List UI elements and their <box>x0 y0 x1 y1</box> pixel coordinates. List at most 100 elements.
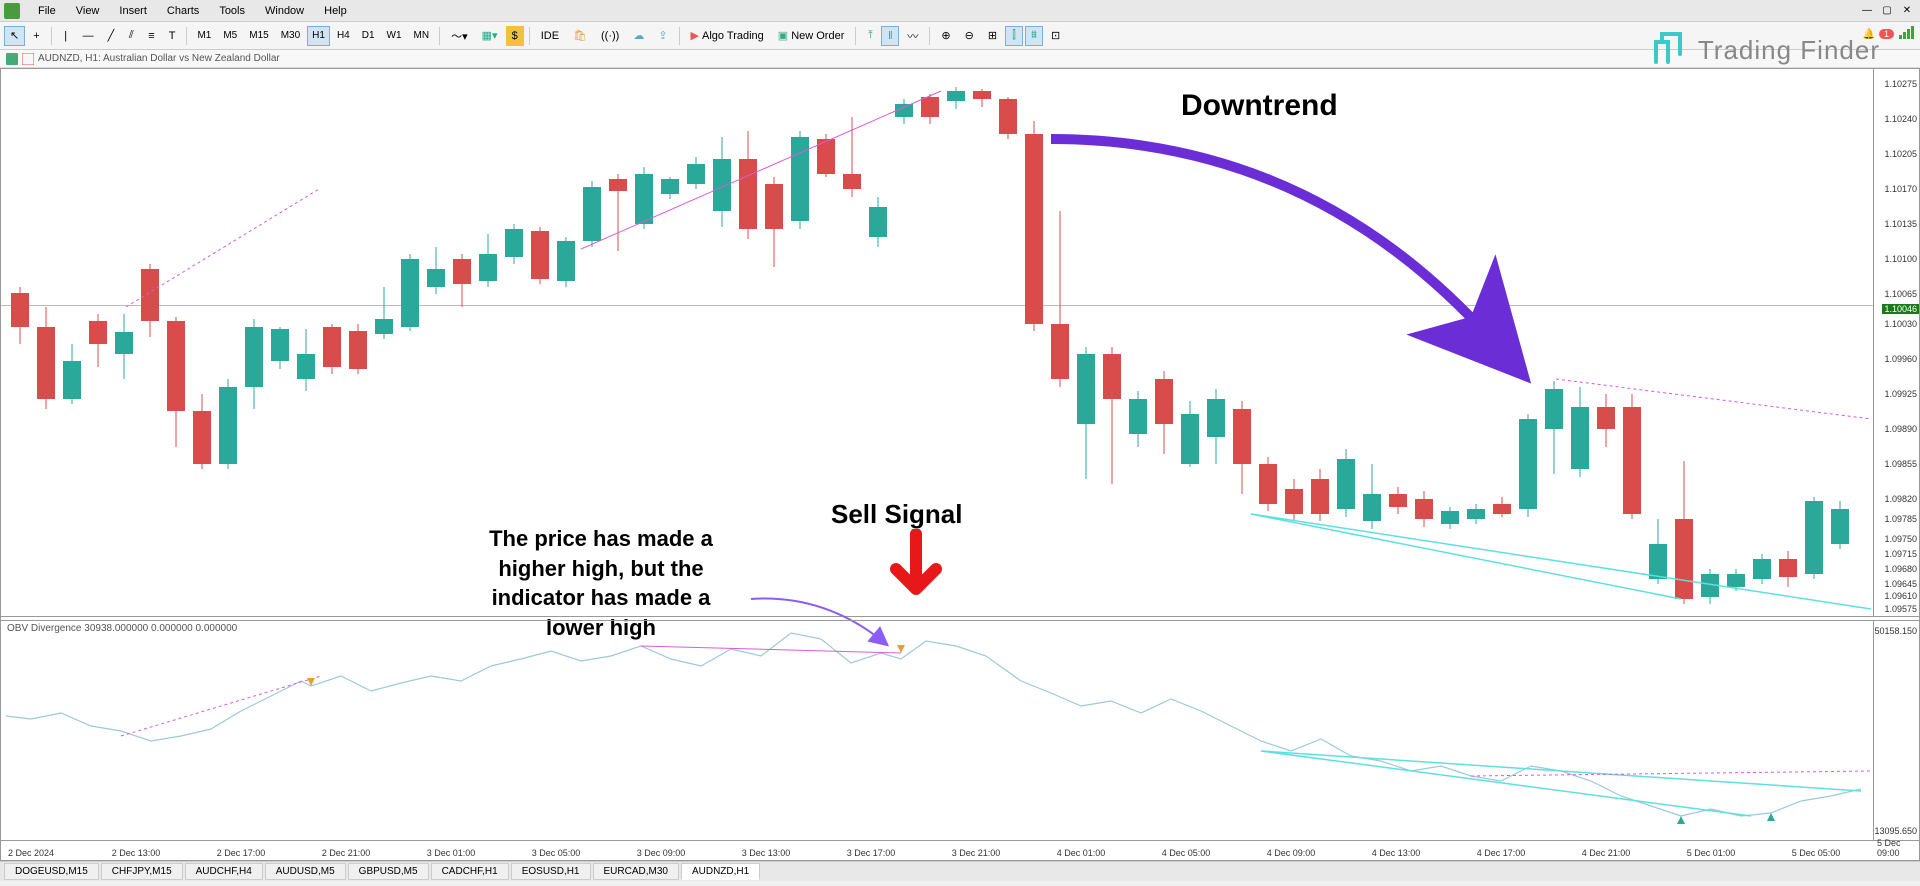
tool1-icon[interactable]: ⫿ <box>1005 26 1023 46</box>
time-axis[interactable]: 2 Dec 20242 Dec 13:002 Dec 17:002 Dec 21… <box>1 840 1919 860</box>
tab-chfjpy-m15[interactable]: CHFJPY,M15 <box>101 863 183 880</box>
tab-eurcad-m30[interactable]: EURCAD,M30 <box>593 863 679 880</box>
sell-signal-label: Sell Signal <box>831 499 963 530</box>
line-chart-icon[interactable]: 〜▾ <box>445 26 474 46</box>
timeframe-d1[interactable]: D1 <box>357 26 380 46</box>
time-tick: 4 Dec 21:00 <box>1582 848 1631 858</box>
obv-layer <box>1 621 1875 841</box>
time-tick: 5 Dec 09:00 <box>1877 838 1905 858</box>
ind-tick-bot: 13095.650 <box>1874 826 1917 836</box>
time-tick: 2 Dec 17:00 <box>217 848 266 858</box>
chart-header: AUDNZD, H1: Australian Dollar vs New Zea… <box>0 50 1920 68</box>
price-tick: 1.09645 <box>1884 579 1917 589</box>
price-tick: 1.09855 <box>1884 459 1917 469</box>
share-icon[interactable]: ⇪ <box>652 26 673 46</box>
tab-dogeusd-m15[interactable]: DOGEUSD,M15 <box>4 863 99 880</box>
price-tick: 1.10170 <box>1884 184 1917 194</box>
menu-insert[interactable]: Insert <box>109 3 157 19</box>
timeframe-m1[interactable]: M1 <box>192 26 216 46</box>
timeframe-w1[interactable]: W1 <box>382 26 407 46</box>
time-tick: 3 Dec 21:00 <box>952 848 1001 858</box>
time-tick: 4 Dec 01:00 <box>1057 848 1106 858</box>
tab-audusd-m5[interactable]: AUDUSD,M5 <box>265 863 346 880</box>
menu-help[interactable]: Help <box>314 3 357 19</box>
price-tick: 1.10275 <box>1884 79 1917 89</box>
chart-icon[interactable]: 〰 <box>901 26 924 46</box>
tab-eosusd-h1[interactable]: EOSUSD,H1 <box>511 863 591 880</box>
timeframe-h4[interactable]: H4 <box>332 26 355 46</box>
shift-icon[interactable]: ⤒ <box>861 26 879 46</box>
autoscroll-icon[interactable]: ‖ <box>881 26 899 46</box>
maximize-icon[interactable]: ▢ <box>1878 4 1896 18</box>
zoom-out-icon[interactable]: ⊖ <box>959 26 980 46</box>
menu-file[interactable]: File <box>28 3 66 19</box>
tab-audnzd-h1[interactable]: AUDNZD,H1 <box>681 863 760 880</box>
trendline-tool-icon[interactable]: ╱ <box>102 26 121 46</box>
signal-bars-icon <box>1898 26 1914 42</box>
timeframe-m15[interactable]: M15 <box>244 26 273 46</box>
time-tick: 3 Dec 13:00 <box>742 848 791 858</box>
hline-tool-icon[interactable]: — <box>77 26 100 46</box>
indicator-chart[interactable]: OBV Divergence 30938.000000 0.000000 0.0… <box>1 620 1919 840</box>
time-tick: 5 Dec 05:00 <box>1792 848 1841 858</box>
menu-window[interactable]: Window <box>255 3 314 19</box>
tool2-icon[interactable]: ⩩ <box>1025 26 1043 46</box>
price-tick: 1.10030 <box>1884 319 1917 329</box>
cloud-icon[interactable]: ☁ <box>627 26 650 46</box>
channel-tool-icon[interactable]: ⫽ <box>122 26 140 46</box>
tab-cadchf-h1[interactable]: CADCHF,H1 <box>431 863 509 880</box>
price-chart[interactable]: 1.102751.102401.102051.101701.101351.101… <box>1 69 1919 617</box>
price-tick: 1.10046 <box>1882 304 1919 314</box>
menu-tools[interactable]: Tools <box>209 3 255 19</box>
price-tick: 1.09890 <box>1884 424 1917 434</box>
menu-view[interactable]: View <box>66 3 110 19</box>
menu-charts[interactable]: Charts <box>157 3 209 19</box>
chart-tabs: DOGEUSD,M15CHFJPY,M15AUDCHF,H4AUDUSD,M5G… <box>0 861 1920 881</box>
candle-chart-icon[interactable]: ▦▾ <box>476 26 504 46</box>
signal-icon[interactable]: ((·)) <box>595 26 625 46</box>
time-tick: 5 Dec 01:00 <box>1687 848 1736 858</box>
indicator-axis[interactable]: 50158.150 13095.650 <box>1873 621 1919 840</box>
dollar-icon[interactable]: $ <box>506 26 524 46</box>
price-tick: 1.09925 <box>1884 389 1917 399</box>
chart-container: 1.102751.102401.102051.101701.101351.101… <box>0 68 1920 861</box>
grid-icon[interactable]: ⊞ <box>982 26 1003 46</box>
timeframe-h1[interactable]: H1 <box>307 26 330 46</box>
alert-badge: 1 <box>1879 29 1894 39</box>
time-tick: 3 Dec 05:00 <box>532 848 581 858</box>
price-tick: 1.10205 <box>1884 149 1917 159</box>
tab-audchf-h4[interactable]: AUDCHF,H4 <box>185 863 263 880</box>
time-tick: 2 Dec 2024 <box>8 848 54 858</box>
brand-text: Trading Finder <box>1698 35 1880 66</box>
algo-trading-button[interactable]: ▶Algo Trading <box>685 26 770 46</box>
timeframe-m30[interactable]: M30 <box>276 26 305 46</box>
text-tool-icon[interactable]: T <box>163 26 182 46</box>
close-icon[interactable]: ✕ <box>1898 4 1916 18</box>
tool3-icon[interactable]: ⊡ <box>1045 26 1066 46</box>
price-tick: 1.09750 <box>1884 534 1917 544</box>
fib-tool-icon[interactable]: ≡ <box>142 26 160 46</box>
cursor-tool-icon[interactable]: ↖ <box>4 26 25 46</box>
price-axis[interactable]: 1.102751.102401.102051.101701.101351.101… <box>1873 69 1919 616</box>
chart-window-icon <box>22 53 34 65</box>
time-tick: 4 Dec 17:00 <box>1477 848 1526 858</box>
tab-gbpusd-m5[interactable]: GBPUSD,M5 <box>348 863 429 880</box>
crosshair-tool-icon[interactable]: + <box>27 26 45 46</box>
timeframe-mn[interactable]: MN <box>409 26 435 46</box>
chart-type-icon <box>6 53 18 65</box>
timeframe-m5[interactable]: M5 <box>218 26 242 46</box>
price-tick: 1.10100 <box>1884 254 1917 264</box>
menubar: FileViewInsertChartsToolsWindowHelp — ▢ … <box>0 0 1920 22</box>
price-tick: 1.09715 <box>1884 549 1917 559</box>
zoom-in-icon[interactable]: ⊕ <box>935 26 956 46</box>
ide-button[interactable]: IDE <box>535 26 565 46</box>
vline-tool-icon[interactable]: | <box>57 26 75 46</box>
market-icon[interactable]: 🛍 <box>567 26 593 46</box>
minimize-icon[interactable]: — <box>1858 4 1876 18</box>
time-tick: 3 Dec 09:00 <box>637 848 686 858</box>
time-tick: 3 Dec 01:00 <box>427 848 476 858</box>
price-tick: 1.09960 <box>1884 354 1917 364</box>
price-tick: 1.09610 <box>1884 591 1917 601</box>
brand-logo-icon <box>1648 30 1688 70</box>
new-order-button[interactable]: ▣New Order <box>772 26 851 46</box>
